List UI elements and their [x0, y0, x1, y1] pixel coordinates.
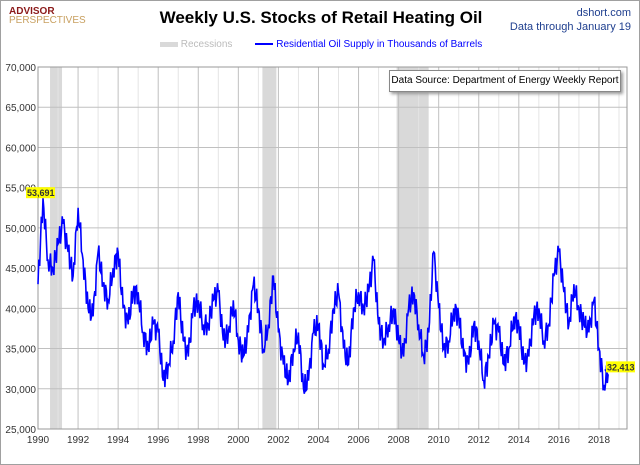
plot-border: [37, 66, 628, 430]
site-name: dshort.com: [576, 7, 631, 19]
data-label: 53,691: [27, 188, 55, 198]
x-tick-label: 2014: [508, 435, 531, 446]
site-info: dshort.com Data through January 19: [510, 6, 631, 34]
y-tick-label: 40,000: [5, 304, 36, 315]
y-tick-label: 60,000: [5, 143, 36, 154]
y-tick-label: 25,000: [5, 425, 36, 436]
y-tick-label: 55,000: [5, 184, 36, 195]
recession-band: [396, 67, 429, 429]
y-tick-label: 35,000: [5, 345, 36, 356]
data-source-box: Data Source: Department of Energy Weekly…: [389, 70, 621, 92]
x-tick-label: 1996: [147, 435, 170, 446]
recession-band: [50, 67, 63, 429]
x-tick-label: 2006: [347, 435, 370, 446]
legend-series: Residential Oil Supply in Thousands of B…: [255, 39, 482, 50]
y-tick-label: 45,000: [5, 264, 36, 275]
data-label: 32,413: [607, 362, 635, 372]
x-tick-label: 1994: [107, 435, 130, 446]
y-tick-label: 65,000: [5, 103, 36, 114]
series-line: [37, 198, 609, 394]
x-tick-label: 2004: [307, 435, 330, 446]
legend-recessions: Recessions: [159, 39, 232, 50]
advisor-perspectives-logo: ADVISOR PERSPECTIVES: [9, 6, 86, 26]
x-tick-label: 2010: [428, 435, 451, 446]
data-label-bg: [26, 187, 55, 199]
y-tick-label: 50,000: [5, 224, 36, 235]
x-tick-label: 2012: [468, 435, 491, 446]
legend: Recessions Residential Oil Supply in Tho…: [1, 39, 639, 50]
y-tick-label: 70,000: [5, 63, 36, 74]
x-tick-label: 1990: [27, 435, 50, 446]
x-tick-label: 2016: [548, 435, 571, 446]
x-tick-label: 1998: [187, 435, 210, 446]
data-label-bg: [605, 361, 635, 373]
x-tick-label: 2018: [588, 435, 611, 446]
x-tick-label: 1992: [67, 435, 90, 446]
x-tick-label: 2002: [267, 435, 290, 446]
recession-band: [262, 67, 277, 429]
y-tick-label: 30,000: [5, 385, 36, 396]
data-through: Data through January 19: [509, 21, 631, 33]
x-tick-label: 2000: [227, 435, 250, 446]
x-tick-label: 2008: [387, 435, 410, 446]
chart-title: Weekly U.S. Stocks of Retail Heating Oil: [159, 8, 483, 27]
